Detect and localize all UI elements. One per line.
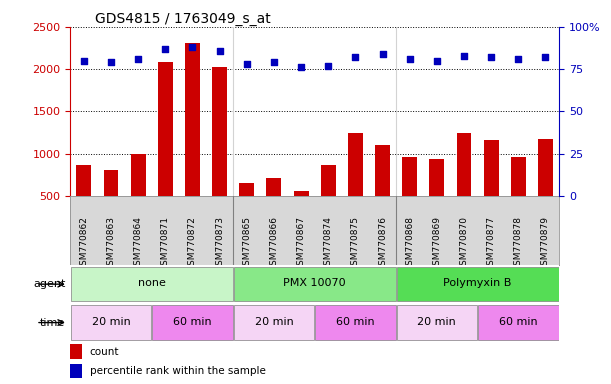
Bar [240, 183, 254, 196]
Text: 20 min: 20 min [417, 317, 456, 327]
Bar [131, 154, 145, 196]
Bar [76, 165, 91, 196]
Text: 60 min: 60 min [336, 317, 375, 327]
Text: 60 min: 60 min [173, 317, 212, 327]
Bar [321, 166, 335, 196]
Bar [294, 191, 309, 196]
Point [296, 65, 306, 71]
Bar [375, 145, 390, 196]
Point [541, 54, 551, 60]
Point [351, 54, 360, 60]
Bar [397, 267, 558, 301]
Bar [212, 68, 227, 196]
Bar [315, 305, 395, 340]
Text: 20 min: 20 min [255, 317, 293, 327]
Point [214, 48, 224, 54]
Point [106, 59, 116, 65]
Point [513, 56, 523, 62]
Bar [538, 139, 553, 196]
Text: Polymyxin B: Polymyxin B [444, 278, 512, 288]
Point [405, 56, 415, 62]
Bar [71, 305, 151, 340]
Point [459, 53, 469, 59]
Text: count: count [90, 347, 119, 357]
Point [133, 56, 143, 62]
Text: 20 min: 20 min [92, 317, 130, 327]
Bar [103, 170, 119, 196]
Bar [185, 43, 200, 196]
Bar [158, 61, 173, 196]
Point [188, 44, 197, 50]
Bar [234, 267, 395, 301]
Bar [511, 157, 526, 196]
Bar [456, 133, 472, 196]
Text: 60 min: 60 min [499, 317, 538, 327]
Point [323, 63, 333, 69]
Bar [478, 305, 558, 340]
Text: GDS4815 / 1763049_s_at: GDS4815 / 1763049_s_at [95, 12, 271, 26]
Bar [402, 157, 417, 196]
Point [432, 58, 442, 64]
Bar [430, 159, 444, 196]
Bar [397, 305, 477, 340]
Bar [266, 178, 282, 196]
Bar [70, 364, 82, 378]
Text: agent: agent [33, 279, 65, 289]
Point [486, 54, 496, 60]
Point [161, 46, 170, 52]
Point [269, 59, 279, 65]
Bar [71, 267, 233, 301]
Bar [234, 305, 314, 340]
Text: percentile rank within the sample: percentile rank within the sample [90, 366, 266, 376]
Bar [152, 305, 233, 340]
Text: PMX 10070: PMX 10070 [284, 278, 346, 288]
Point [79, 58, 89, 64]
Bar [70, 344, 82, 359]
Point [242, 61, 252, 67]
Text: none: none [138, 278, 166, 288]
Bar [484, 140, 499, 196]
Point [378, 51, 387, 57]
Bar [348, 133, 363, 196]
Text: time: time [40, 318, 65, 328]
